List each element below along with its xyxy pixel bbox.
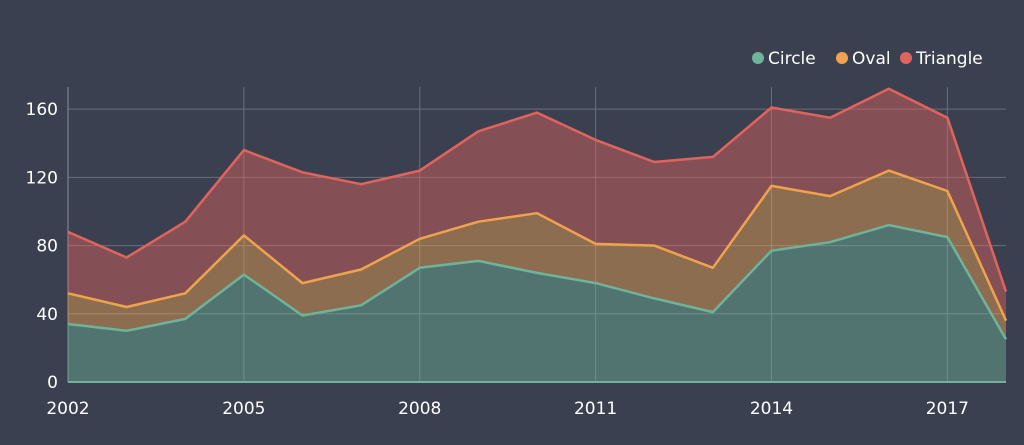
area-layers bbox=[68, 88, 1006, 382]
x-tick-label-2008: 2008 bbox=[398, 399, 441, 419]
legend-label-triangle: Triangle bbox=[915, 49, 983, 69]
area-circle bbox=[68, 225, 1006, 382]
x-tick-label-2005: 2005 bbox=[222, 399, 265, 419]
legend-marker-circle bbox=[752, 52, 764, 64]
series-lines bbox=[67, 87, 1008, 383]
legend-label-circle: Circle bbox=[768, 49, 816, 69]
area-oval bbox=[68, 170, 1006, 340]
legend-marker-oval bbox=[836, 52, 848, 64]
y-axis-tick-labels: 0 40 80 120 160 bbox=[26, 100, 58, 393]
series-line-circle bbox=[67, 223, 1008, 341]
x-tick-label-2002: 2002 bbox=[46, 399, 89, 419]
y-tick-label-0: 0 bbox=[47, 373, 58, 393]
x-tick-label-2011: 2011 bbox=[574, 399, 617, 419]
x-tick-label-2014: 2014 bbox=[750, 399, 793, 419]
y-tick-label-80: 80 bbox=[36, 237, 58, 257]
series-line-triangle bbox=[67, 87, 1008, 292]
series-line-oval bbox=[67, 169, 1008, 322]
x-axis-tick-labels: 2002 2005 2008 2011 2014 2017 bbox=[46, 399, 969, 419]
area-triangle bbox=[68, 88, 1006, 321]
legend: Circle Oval Triangle bbox=[752, 49, 983, 69]
y-tick-label-160: 160 bbox=[26, 100, 58, 120]
x-tick-label-2017: 2017 bbox=[926, 399, 969, 419]
y-tick-label-40: 40 bbox=[36, 305, 58, 325]
legend-marker-triangle bbox=[900, 52, 912, 64]
grid-lines bbox=[67, 87, 1006, 383]
legend-label-oval: Oval bbox=[852, 49, 891, 69]
y-tick-label-120: 120 bbox=[26, 168, 58, 188]
